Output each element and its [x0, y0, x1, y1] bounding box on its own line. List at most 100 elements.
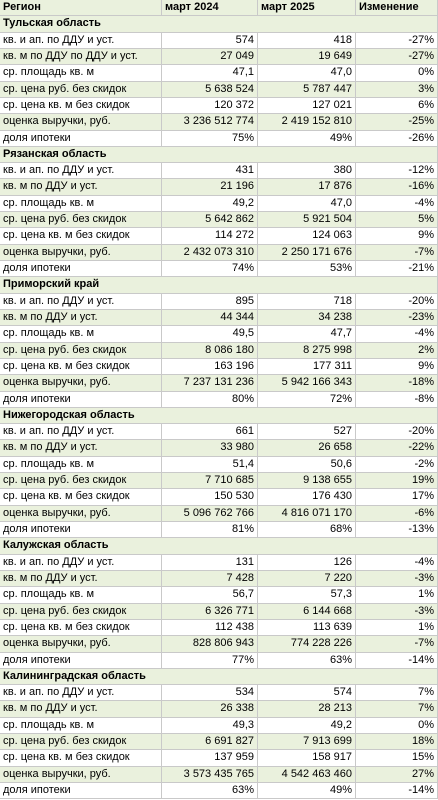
value-cell: -25%	[356, 114, 438, 131]
row-label: ср. цена кв. м без скидок	[0, 750, 162, 767]
value-cell: 9%	[356, 358, 438, 376]
row-label: доля ипотеки	[0, 522, 162, 539]
value-cell: 6 326 771	[162, 603, 258, 620]
value-cell: 3%	[356, 81, 438, 98]
row-label: ср. цена кв. м без скидок	[0, 358, 162, 376]
value-cell: -20%	[356, 293, 438, 310]
value-cell: 9 138 655	[258, 473, 356, 490]
value-cell: 7%	[356, 701, 438, 718]
row-label: доля ипотеки	[0, 652, 162, 669]
value-cell: 114 272	[162, 228, 258, 245]
value-cell: 718	[258, 293, 356, 310]
value-cell: 63%	[162, 783, 258, 800]
row-label: ср. цена руб. без скидок	[0, 342, 162, 359]
value-cell: 75%	[162, 130, 258, 147]
value-cell: 53%	[258, 261, 356, 278]
row-label: ср. площадь кв. м	[0, 717, 162, 735]
value-cell: 77%	[162, 652, 258, 669]
value-cell: 0%	[356, 65, 438, 82]
value-cell: 895	[162, 293, 258, 310]
row-label: доля ипотеки	[0, 261, 162, 278]
header-cell: Изменение	[356, 0, 438, 17]
value-cell: 2%	[356, 342, 438, 359]
value-cell: -7%	[356, 636, 438, 653]
value-cell: 828 806 943	[162, 636, 258, 653]
value-cell: 44 344	[162, 309, 258, 327]
row-label: ср. цена руб. без скидок	[0, 473, 162, 490]
value-cell: 50,6	[258, 456, 356, 474]
value-cell: 18%	[356, 734, 438, 751]
value-cell: 49,2	[258, 717, 356, 735]
value-cell: 163 196	[162, 358, 258, 376]
value-cell: -6%	[356, 505, 438, 522]
row-label: ср. цена кв. м без скидок	[0, 489, 162, 506]
value-cell: 5 642 862	[162, 212, 258, 229]
value-cell: 51,4	[162, 456, 258, 474]
row-label: оценка выручки, руб.	[0, 636, 162, 653]
value-cell: 7 237 131 236	[162, 375, 258, 392]
value-cell: 27%	[356, 766, 438, 783]
row-label: доля ипотеки	[0, 130, 162, 147]
row-label: оценка выручки, руб.	[0, 375, 162, 392]
value-cell: 49,3	[162, 717, 258, 735]
value-cell: 8 086 180	[162, 342, 258, 359]
value-cell: 19%	[356, 473, 438, 490]
value-cell: 124 063	[258, 228, 356, 245]
value-cell: -27%	[356, 32, 438, 49]
row-label: оценка выручки, руб.	[0, 505, 162, 522]
value-cell: -4%	[356, 554, 438, 571]
value-cell: 8 275 998	[258, 342, 356, 359]
value-cell: 0%	[356, 717, 438, 735]
value-cell: 7 710 685	[162, 473, 258, 490]
row-label: доля ипотеки	[0, 783, 162, 800]
value-cell: 112 438	[162, 619, 258, 637]
row-label: ср. площадь кв. м	[0, 326, 162, 343]
row-label: доля ипотеки	[0, 391, 162, 408]
value-cell: 15%	[356, 750, 438, 767]
region-header: Тульская область	[0, 16, 438, 33]
value-cell: 34 238	[258, 309, 356, 327]
row-label: кв. и ап. по ДДУ и уст.	[0, 293, 162, 310]
value-cell: -27%	[356, 48, 438, 66]
value-cell: -4%	[356, 326, 438, 343]
value-cell: 63%	[258, 652, 356, 669]
row-label: кв. м по ДДУ и уст.	[0, 440, 162, 457]
value-cell: -22%	[356, 440, 438, 457]
value-cell: 2 432 073 310	[162, 244, 258, 261]
value-cell: 3 236 512 774	[162, 114, 258, 131]
value-cell: -13%	[356, 522, 438, 539]
value-cell: 4 816 071 170	[258, 505, 356, 522]
value-cell: -14%	[356, 652, 438, 669]
value-cell: 28 213	[258, 701, 356, 718]
value-cell: 49%	[258, 130, 356, 147]
value-cell: 49,2	[162, 195, 258, 213]
value-cell: 5%	[356, 212, 438, 229]
header-cell: Регион	[0, 0, 162, 17]
value-cell: -3%	[356, 603, 438, 620]
header-cell: март 2024	[162, 0, 258, 17]
row-label: кв. м по ДДУ и уст.	[0, 570, 162, 588]
value-cell: 7 220	[258, 570, 356, 588]
value-cell: -8%	[356, 391, 438, 408]
value-cell: 80%	[162, 391, 258, 408]
value-cell: -14%	[356, 783, 438, 800]
value-cell: 27 049	[162, 48, 258, 66]
value-cell: 6 144 668	[258, 603, 356, 620]
row-label: ср. цена кв. м без скидок	[0, 228, 162, 245]
value-cell: 47,0	[258, 65, 356, 82]
value-cell: 26 658	[258, 440, 356, 457]
value-cell: 2 250 171 676	[258, 244, 356, 261]
value-cell: 17%	[356, 489, 438, 506]
value-cell: -23%	[356, 309, 438, 327]
value-cell: 120 372	[162, 97, 258, 115]
value-cell: -16%	[356, 179, 438, 196]
row-label: кв. и ап. по ДДУ и уст.	[0, 685, 162, 702]
value-cell: 1%	[356, 619, 438, 637]
row-label: оценка выручки, руб.	[0, 114, 162, 131]
value-cell: 431	[162, 163, 258, 180]
value-cell: 127 021	[258, 97, 356, 115]
value-cell: 68%	[258, 522, 356, 539]
row-label: ср. цена кв. м без скидок	[0, 619, 162, 637]
header-cell: март 2025	[258, 0, 356, 17]
